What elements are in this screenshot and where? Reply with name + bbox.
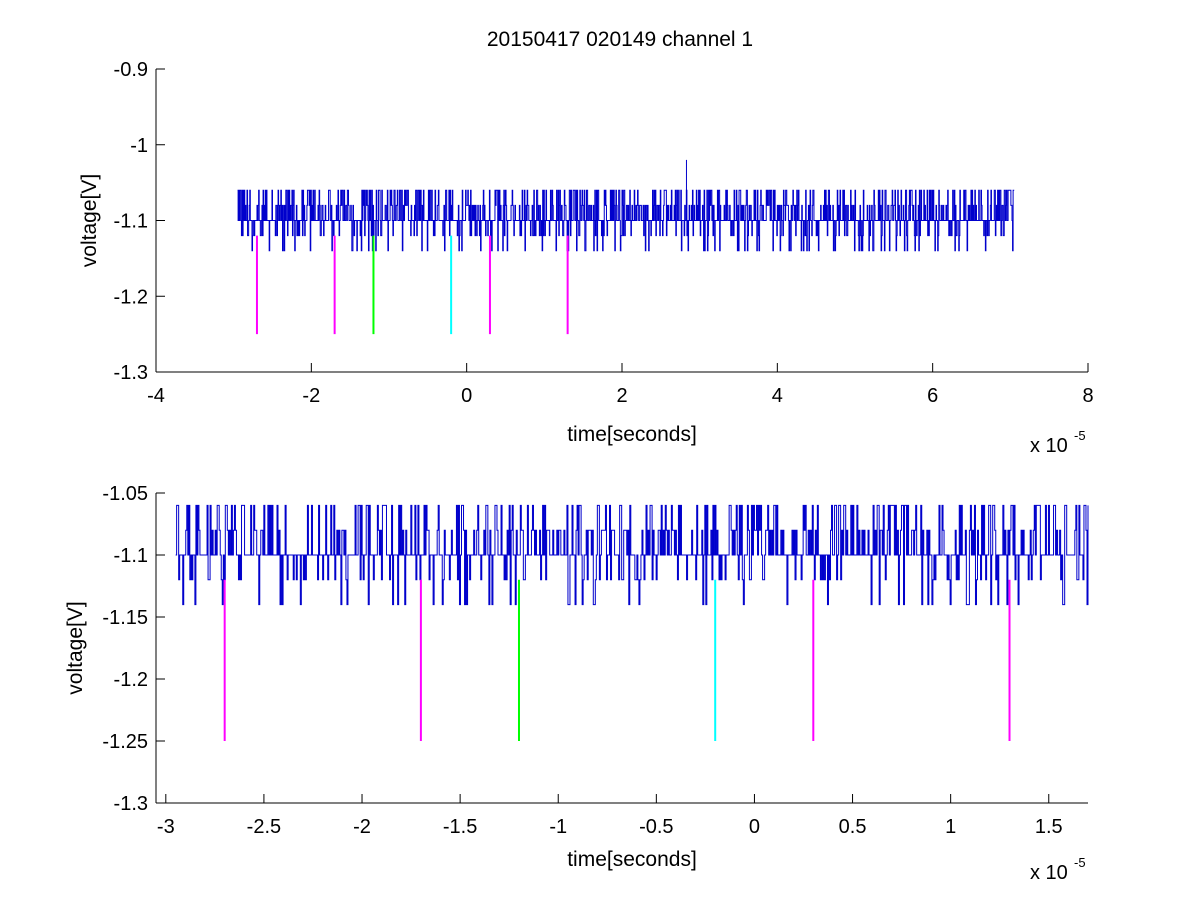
y-tick-label: -1.3	[114, 362, 148, 384]
x-tick-label: 0.5	[839, 816, 867, 838]
x-multiplier-label: x 10	[1030, 862, 1068, 884]
x-tick-label: 1	[945, 816, 956, 838]
y-tick-label: -1.2	[114, 286, 148, 308]
x-tick-label: -3	[157, 816, 175, 838]
x-tick-label: -2.5	[247, 816, 281, 838]
x-tick-label: 4	[772, 385, 783, 407]
x-axis-label: time[seconds]	[567, 848, 697, 871]
x-axis-label: time[seconds]	[567, 423, 697, 446]
x-tick-label: -2	[353, 816, 371, 838]
y-tick-label: -1.15	[102, 607, 148, 629]
y-tick-label: -1.1	[114, 545, 148, 567]
voltage-trace	[175, 504, 1089, 606]
x-tick-label: -1.5	[443, 816, 477, 838]
y-tick-label: -1	[130, 135, 148, 157]
x-multiplier-label: x 10	[1030, 435, 1068, 457]
top-plot: -4 -2 0 2 4 6 8 -1.3 -1.2 -1.1 -1 -0.9 time[seconds]…	[78, 59, 1094, 457]
y-tick-label: -1.1	[114, 211, 148, 233]
x-tick-label: 0	[749, 816, 760, 838]
y-axis-label: voltage[V]	[64, 601, 87, 694]
x-tick-label: 8	[1082, 385, 1093, 407]
y-tick-label: -1.3	[114, 793, 148, 815]
y-tick-label: -0.9	[114, 59, 148, 81]
x-multiplier-exponent: -5	[1074, 855, 1086, 870]
x-tick-label: 0	[461, 385, 472, 407]
x-tick-label: -1	[549, 816, 567, 838]
voltage-trace	[237, 189, 1015, 252]
y-tick-label: -1.2	[114, 669, 148, 691]
x-tick-label: 1.5	[1035, 816, 1063, 838]
y-tick-label: -1.25	[102, 731, 148, 753]
x-tick-label: 2	[616, 385, 627, 407]
bottom-plot: -3 -2.5 -2 -1.5 -1 -0.5 0 0.5 1 1.5 -1.3 -1.25 -1.2 -…	[64, 483, 1089, 884]
x-tick-label: -2	[302, 385, 320, 407]
figure-title: 20150417 020149 channel 1	[487, 28, 753, 51]
y-tick-label: -1.05	[102, 483, 148, 505]
x-tick-label: 6	[927, 385, 938, 407]
x-tick-label: -0.5	[639, 816, 673, 838]
y-axis-label: voltage[V]	[78, 174, 101, 267]
x-tick-label: -4	[147, 385, 165, 407]
x-multiplier-exponent: -5	[1074, 428, 1086, 443]
